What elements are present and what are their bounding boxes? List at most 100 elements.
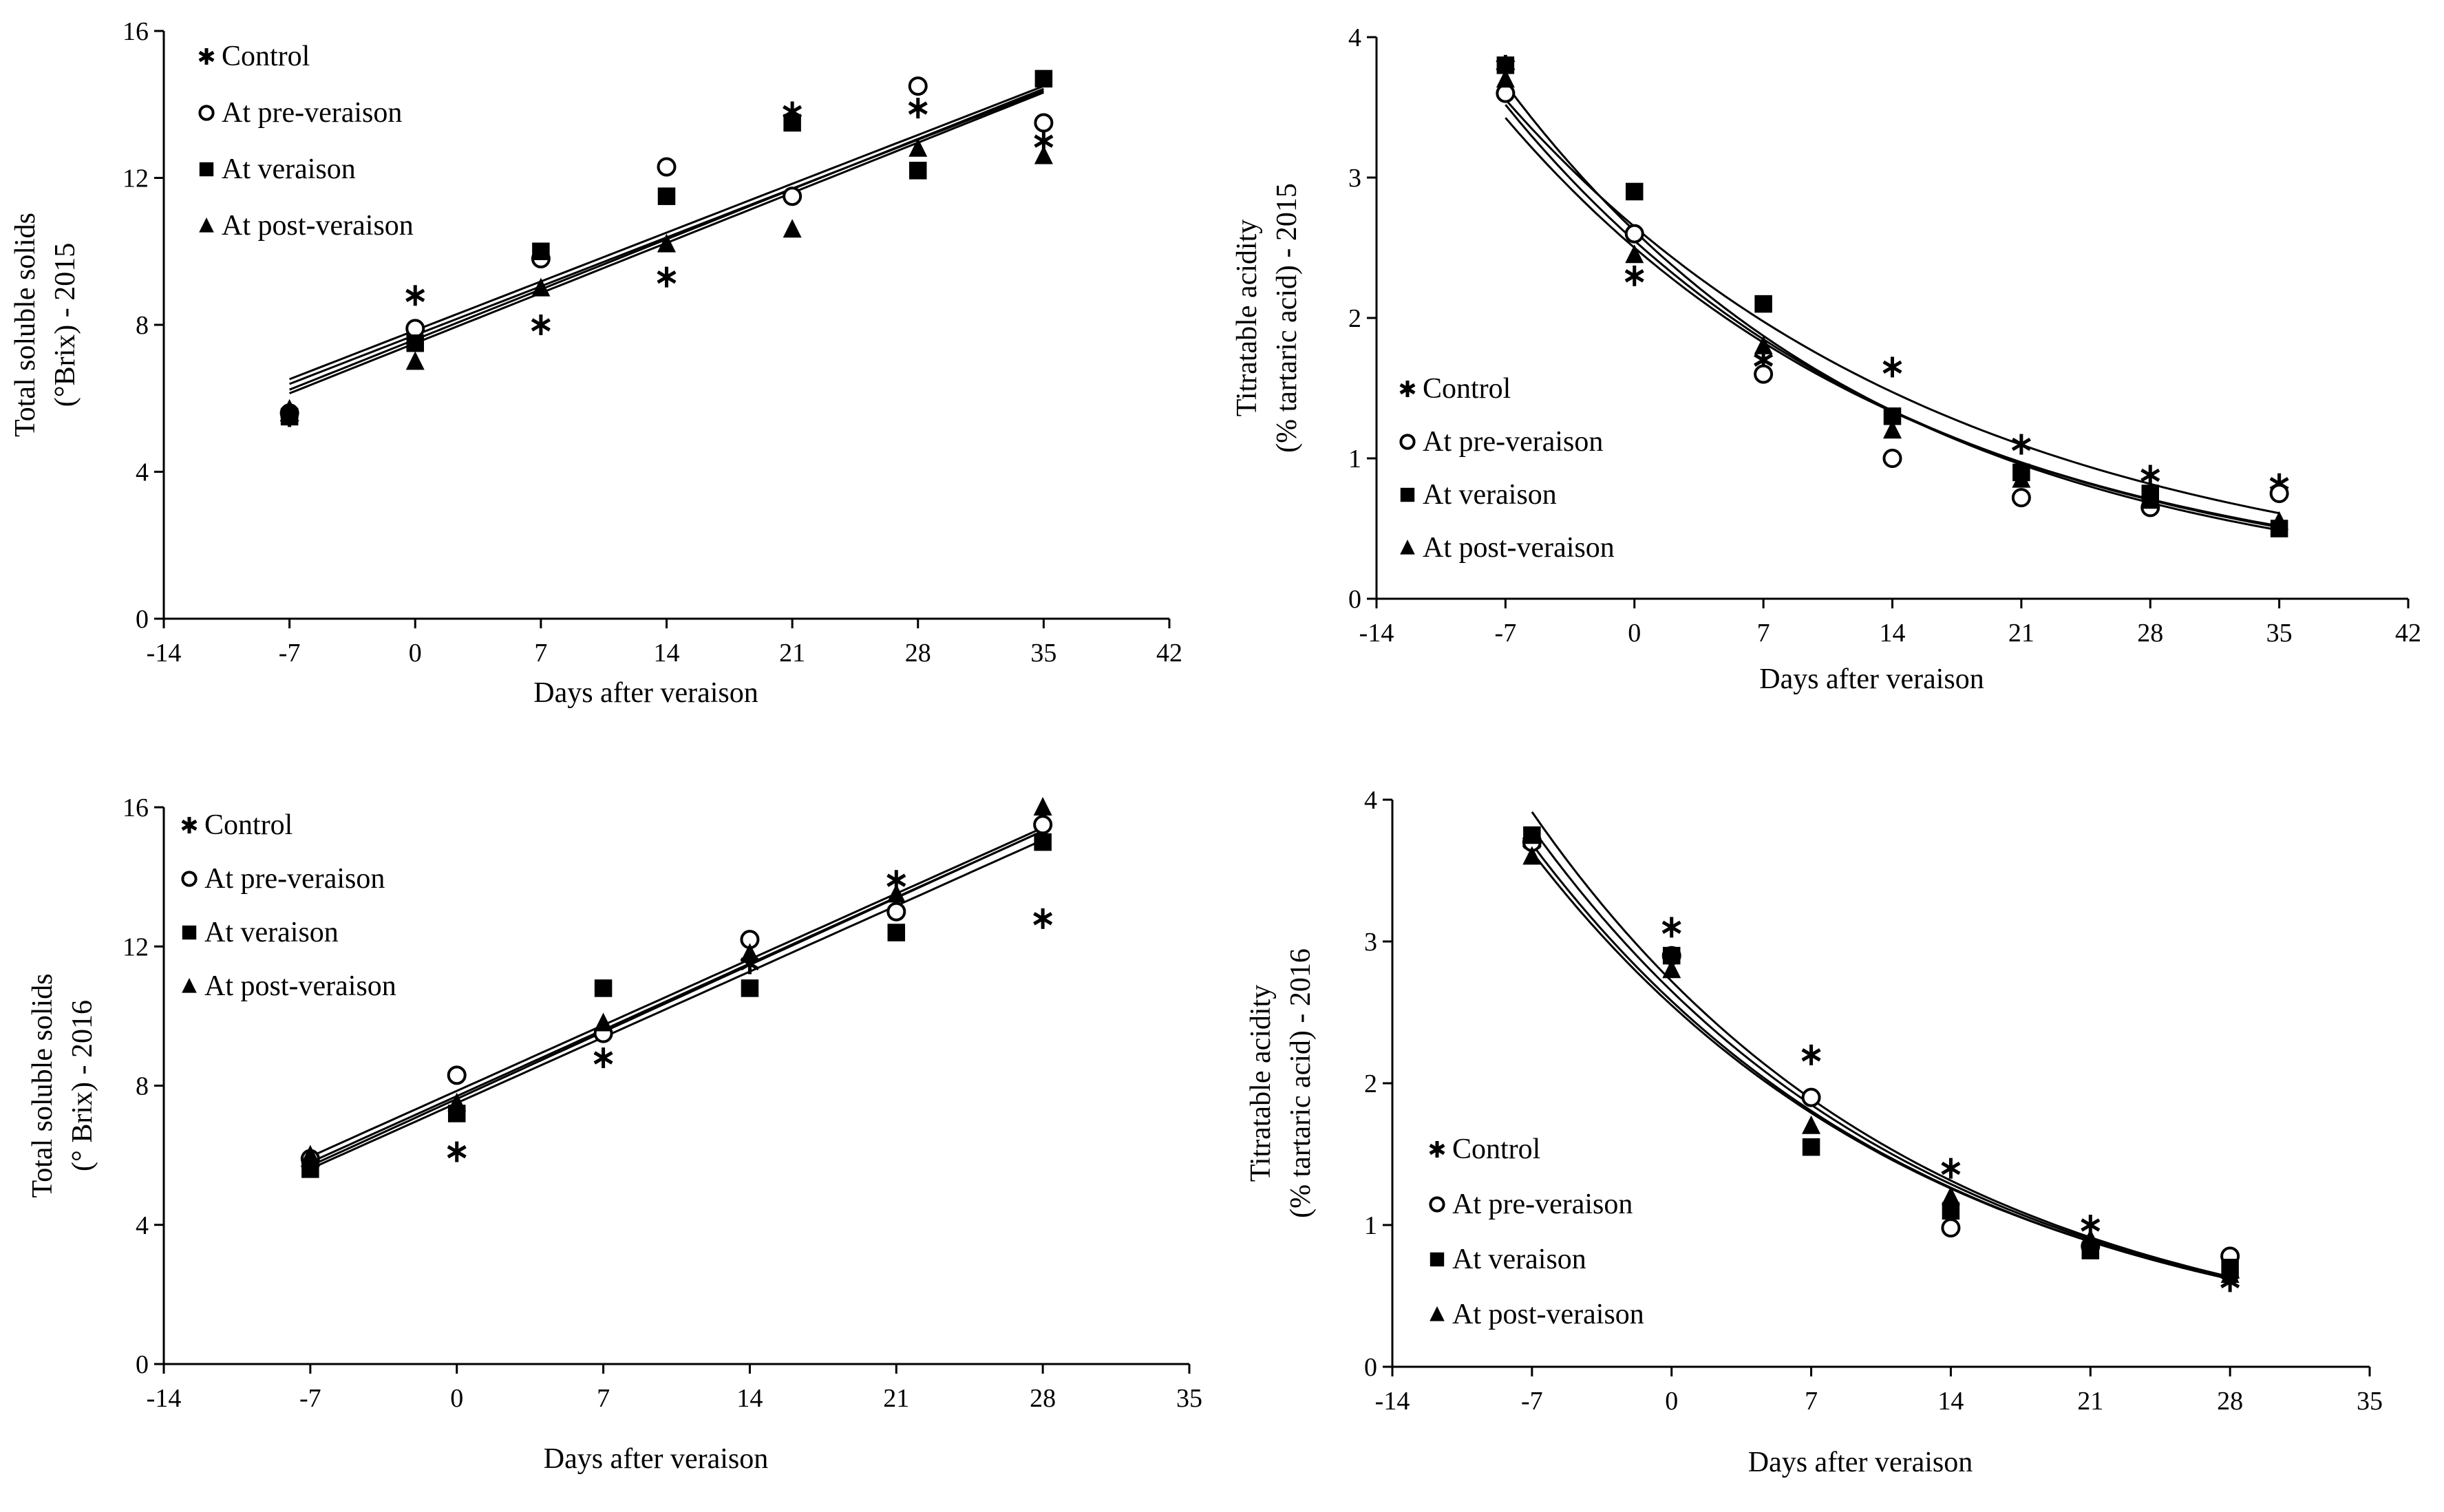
data-point [1941,1218,1961,1238]
legend-circle-icon [198,105,215,121]
x-tick-label: 14 [654,639,680,668]
x-tick-label: 21 [779,639,805,668]
x-tick-label: -14 [147,639,182,668]
asterisk-stroke [1399,383,1416,395]
x-tick-label: 21 [2008,619,2034,648]
asterisk-stroke [405,288,425,302]
y-axis-label: Total soluble solids [10,213,41,437]
data-point [2220,1264,2240,1284]
x-tick-label: -7 [299,1384,321,1413]
x-tick-label: -14 [147,1384,182,1413]
data-point [1662,959,1681,979]
series-at-post-veraison [301,797,1052,1164]
legend-circle-icon [1399,434,1416,450]
data-point [1942,1202,1960,1220]
series-control [279,98,1054,427]
y-tick-label: 2 [1364,1069,1377,1098]
data-point [532,242,550,260]
data-point [886,902,906,922]
chart-panel-bottom-right: -14 -7 0 7 14 21 28 35 0 1 2 3 4 Days after veraison T… [1245,786,2383,1478]
legend-circle-icon [1429,1196,1445,1213]
series-control [300,870,1053,1173]
data-point [2012,469,2031,488]
legend-label: At pre-veraison [1452,1189,1633,1220]
legend-square-icon [199,162,214,177]
x-tick-label: 42 [1156,639,1182,668]
x-tick-label: 14 [1937,1387,1964,1416]
x-tick-label: 35 [2357,1387,2383,1416]
data-point [1754,335,1773,354]
legend-label: At veraison [204,917,339,948]
data-point [657,157,677,177]
data-point [280,398,299,418]
asterisk-stroke [531,318,551,332]
legend: Control At pre-veraison At veraison At post… [1429,1133,1644,1330]
trendline-square [310,839,1043,1170]
asterisk-stroke [447,1144,467,1159]
x-tick-label: 21 [2077,1387,2103,1416]
y-axis-label: Titratable acidity [1245,985,1277,1182]
y-tick-label: 12 [123,933,149,961]
data-point [740,943,759,962]
data-point [887,924,906,941]
legend-circle-icon [181,871,198,887]
data-point [405,285,425,306]
data-point [1033,908,1053,929]
y-tick-label: 4 [1364,786,1377,815]
legend-label: At post-veraison [1452,1299,1644,1330]
data-point [531,277,551,297]
trendline-square [1531,843,2231,1281]
x-tick-label: 7 [597,1384,610,1413]
data-point [1626,182,1644,201]
x-tick-label: -14 [1359,619,1394,648]
legend-label: At pre-veraison [222,97,402,129]
data-point [1801,1087,1821,1107]
x-tick-label: 35 [2266,619,2293,648]
x-tick-label: 7 [534,639,547,668]
asterisk-stroke [1882,360,1902,374]
y-tick-label: 8 [136,1072,149,1101]
data-point [1802,1115,1821,1134]
x-tick-label: 28 [1030,1384,1056,1413]
legend-triangle-icon [1430,1306,1445,1321]
asterisk-stroke [908,101,928,115]
y-tick-label: 0 [1348,585,1361,614]
data-point [1033,815,1053,835]
asterisk-stroke [1429,1143,1445,1156]
data-point [1625,244,1644,264]
y-axis-label: (° Brix) - 2016 [67,1000,98,1171]
data-point [1754,364,1774,384]
x-tick-label: 14 [736,1384,763,1413]
legend-asterisk-icon [1399,381,1416,397]
data-point [1522,846,1542,865]
y-tick-label: 0 [1364,1353,1377,1382]
asterisk-stroke [2081,1218,2101,1232]
data-point [2270,511,2289,530]
data-point [1754,295,1772,313]
legend: Control At pre-veraison At veraison At post… [198,41,414,242]
legend-asterisk-icon [181,817,198,833]
legend-label: Control [222,41,310,72]
data-point [1034,70,1053,88]
x-tick-label: 42 [2395,619,2421,648]
data-point [1882,449,1902,468]
asterisk-stroke [1661,920,1681,935]
data-point [1033,797,1052,816]
asterisk-stroke [657,270,677,284]
asterisk-stroke [2140,468,2160,482]
data-point [447,1092,467,1111]
data-point [2011,434,2031,455]
x-tick-label: 0 [409,639,422,668]
legend-label: At post-veraison [204,970,396,1002]
data-point [2140,490,2160,509]
y-tick-label: 3 [1348,164,1361,193]
x-tick-label: 28 [2137,619,2163,648]
legend-square-icon [182,925,197,940]
legend-label: At veraison [1452,1244,1586,1275]
x-tick-label: 28 [2217,1387,2243,1416]
series-at-post-veraison [1496,69,2289,530]
data-point [594,1012,613,1032]
legend-triangle-icon [1400,540,1415,555]
y-tick-label: 16 [123,17,149,46]
